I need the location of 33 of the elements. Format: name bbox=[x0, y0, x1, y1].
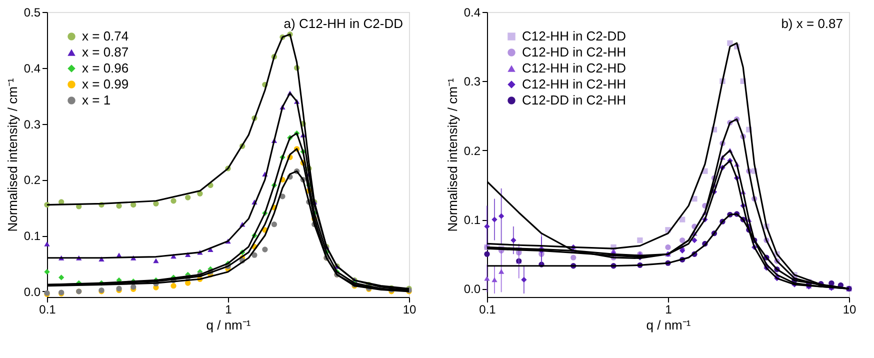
legend-label: C12-HH in C2-HH bbox=[522, 76, 626, 92]
y-tick-label: 0.1 bbox=[464, 213, 481, 228]
legend-label: C12-DD in C2-HH bbox=[522, 92, 626, 108]
annotation: b) x = 0.87 bbox=[781, 16, 843, 31]
y-axis-title: Normalised intensity / cm⁻¹ bbox=[444, 78, 460, 232]
y-tick-label: 0.3 bbox=[464, 74, 481, 89]
y-tick-label: 0.1 bbox=[24, 229, 41, 244]
legend-label: x = 0.87 bbox=[82, 44, 129, 60]
y-tick-label: 0.2 bbox=[24, 173, 41, 188]
y-tick-label: 0.4 bbox=[464, 6, 481, 20]
legend-label: x = 0.96 bbox=[82, 60, 129, 76]
legend-label: C12-HH in C2-DD bbox=[522, 28, 626, 44]
x-tick-label: 0.1 bbox=[39, 302, 56, 316]
annotation: a) C12-HH in C2-DD bbox=[284, 16, 403, 31]
x-tick-label: 1 bbox=[665, 302, 672, 316]
y-tick-label: 0.0 bbox=[464, 282, 481, 296]
legend-label: x = 0.99 bbox=[82, 76, 129, 92]
x-axis-title: q / nm⁻¹ bbox=[646, 318, 692, 332]
x-axis-title: q / nm⁻¹ bbox=[206, 318, 252, 332]
x-tick-label: 1 bbox=[225, 302, 232, 316]
y-axis-title: Normalised intensity / cm⁻¹ bbox=[4, 78, 20, 232]
y-tick-label: 0.5 bbox=[24, 6, 41, 20]
y-tick-label: 0.4 bbox=[24, 61, 41, 76]
legend-label: x = 1 bbox=[82, 92, 111, 108]
y-tick-label: 0.0 bbox=[24, 284, 41, 299]
legend-label: x = 0.74 bbox=[82, 28, 129, 44]
y-tick-label: 0.3 bbox=[24, 117, 41, 132]
x-tick-label: 10 bbox=[402, 302, 416, 316]
legend-label: C12-HD in C2-HH bbox=[522, 44, 626, 60]
legend-label: C12-HH in C2-HD bbox=[522, 60, 626, 76]
y-tick-label: 0.2 bbox=[464, 144, 481, 158]
x-tick-label: 10 bbox=[842, 302, 856, 316]
x-tick-label: 0.1 bbox=[479, 302, 496, 316]
